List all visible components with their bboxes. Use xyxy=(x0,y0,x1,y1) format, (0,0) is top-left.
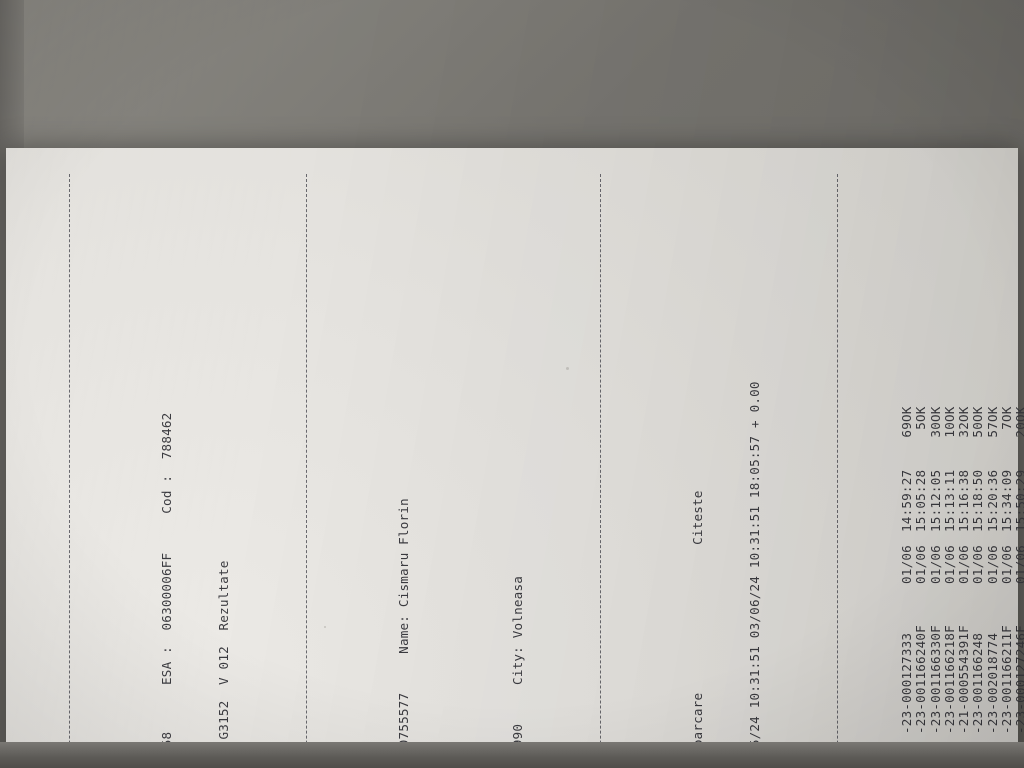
table-row: 9C5E33289RO-23-000127246F01/0615:50:2920… xyxy=(1013,392,1024,768)
row-status: OK xyxy=(999,406,1015,422)
row-time: 15:13:11 xyxy=(941,469,957,532)
col-header-citeste: Citeste xyxy=(690,490,706,545)
row-status: OK xyxy=(898,406,914,422)
row-ring-number: -23-001166240F xyxy=(913,625,929,734)
row-ring-number: -23-001166211F xyxy=(999,625,1015,734)
row-ring-number: -23-000127333 xyxy=(898,632,914,734)
divider-after-loft xyxy=(599,174,601,768)
row-value: 32 xyxy=(956,422,972,438)
timers-block: Timers Imbarcare Citeste 1 TARG 1 31/05/… xyxy=(663,174,791,768)
report-title: Rezultate xyxy=(215,560,231,631)
timers-header-row: Timers Imbarcare Citeste xyxy=(690,174,706,768)
results-table-body: 1C5E331EFRO-23-00012733301/0614:59:2769O… xyxy=(898,392,1024,768)
row-date: 01/06 xyxy=(913,545,929,584)
table-row: 6C5A25A25RO-23-00116624801/0615:18:5050O… xyxy=(970,392,986,768)
header-line-device: Bricon Speedy - G3152 V 012 Rezultate xyxy=(215,174,231,768)
row-ring-number: -23-001166330F xyxy=(927,625,943,734)
row-date: 01/06 xyxy=(1013,545,1024,584)
row-value: 57 xyxy=(984,422,1000,438)
row-status: OK xyxy=(970,406,986,422)
clock-time: 18:05:57 xyxy=(746,435,762,499)
city-value: Volneasa xyxy=(509,575,525,639)
desk-surface-bottom xyxy=(0,742,1024,768)
row-time: 15:12:05 xyxy=(927,469,943,532)
row-value: 7 xyxy=(999,422,1015,430)
table-row: 7C5FF6B95RO-23-00201877401/0615:20:3657O… xyxy=(984,392,1000,768)
row-status: OK xyxy=(913,406,929,422)
row-time: 15:34:09 xyxy=(999,469,1015,532)
row-ring-number: -21-000554391F xyxy=(956,625,972,734)
table-row: 4C5E33265RO-23-001166218F01/0615:13:1110… xyxy=(941,392,957,768)
row-value: 69 xyxy=(898,422,914,438)
row-status: OK xyxy=(984,406,1000,422)
imbarcare-time: 10:31:51 xyxy=(746,645,762,709)
row-value: 10 xyxy=(941,422,957,438)
divider-after-header xyxy=(305,174,307,768)
row-status: OK xyxy=(927,406,943,422)
row-time: 15:50:29 xyxy=(1013,469,1024,532)
row-value: 50 xyxy=(970,422,986,438)
cod-label: Cod : xyxy=(158,474,174,514)
divider-top xyxy=(68,174,70,768)
row-time: 15:20:36 xyxy=(984,469,1000,532)
divider-after-timers xyxy=(837,174,839,768)
postcode-line: Post code: OT 1990 City: Volneasa xyxy=(509,174,525,768)
row-date: 01/06 xyxy=(999,545,1015,584)
row-time: 15:16:38 xyxy=(956,469,972,532)
loft-line: Loft Numb.: 0000755577 Name: Cismaru Flo… xyxy=(396,174,412,768)
row-time: 15:05:28 xyxy=(913,469,929,532)
city-label: City: xyxy=(509,646,525,685)
timers-data-row: 1 TARG 1 31/05/24 10:31:51 03/06/24 10:3… xyxy=(746,174,762,768)
row-date: 01/06 xyxy=(970,545,986,584)
esa-label: ESA : xyxy=(158,646,174,685)
esa-value: 06300006FF xyxy=(158,552,174,631)
loft-block: Loft Numb.: 0000755577 Name: Cismaru Flo… xyxy=(369,174,554,768)
table-row: 5C56F0CDCRO-21-000554391F01/0615:16:3832… xyxy=(956,392,972,768)
clock-offset: + 0.00 xyxy=(746,381,762,428)
row-status: OK xyxy=(956,406,972,422)
table-row: 1C5E331EFRO-23-00012733301/0614:59:2769O… xyxy=(898,392,914,768)
row-date: 01/06 xyxy=(984,545,1000,584)
citeste-time: 10:31:51 xyxy=(746,505,762,569)
row-date: 01/06 xyxy=(941,545,957,584)
citeste-date: 03/06/24 xyxy=(746,575,762,639)
owner-name: Cismaru Florin xyxy=(396,498,412,608)
row-date: 01/06 xyxy=(927,545,943,584)
row-time: 14:59:27 xyxy=(898,469,914,532)
row-time: 15:18:50 xyxy=(970,469,986,532)
row-value: 20 xyxy=(1013,422,1024,438)
row-ring-number: -23-002018774 xyxy=(984,632,1000,734)
cod-value: 788462 xyxy=(158,412,174,460)
row-value: 30 xyxy=(927,422,943,438)
row-date: 01/06 xyxy=(898,545,914,584)
row-ring-number: -23-001166248 xyxy=(970,632,986,734)
paper-speck xyxy=(324,626,326,628)
paper-speck xyxy=(566,367,569,370)
table-row: 8C5E33239RO-23-001166211F01/0615:34:097O… xyxy=(999,392,1015,768)
table-row: 3C5F4D5F3RO-23-001166330F01/0615:12:0530… xyxy=(927,392,943,768)
address-line: Address: Butoi xyxy=(453,174,468,768)
table-row: 2C5E333CCRO-23-001166240F01/0615:05:285O… xyxy=(913,392,929,768)
results-table: 1C5E331EFRO-23-00012733301/0614:59:2769O… xyxy=(898,392,1024,768)
row-status: OK xyxy=(1013,406,1024,422)
header-block: 03/06/24-18:05:58 ESA : 06300006FF Cod :… xyxy=(131,174,259,768)
row-ring-number: -23-001166218F xyxy=(941,625,957,734)
row-status: OK xyxy=(941,406,957,422)
name-label: Name: xyxy=(396,614,412,654)
row-value: 5 xyxy=(913,422,929,430)
row-date: 01/06 xyxy=(956,545,972,584)
printed-receipt-sheet: 03/06/24-18:05:58 ESA : 06300006FF Cod :… xyxy=(6,148,1024,768)
row-ring-number: -23-000127246F xyxy=(1013,625,1024,734)
header-line-datetime: 03/06/24-18:05:58 ESA : 06300006FF Cod :… xyxy=(158,174,174,768)
